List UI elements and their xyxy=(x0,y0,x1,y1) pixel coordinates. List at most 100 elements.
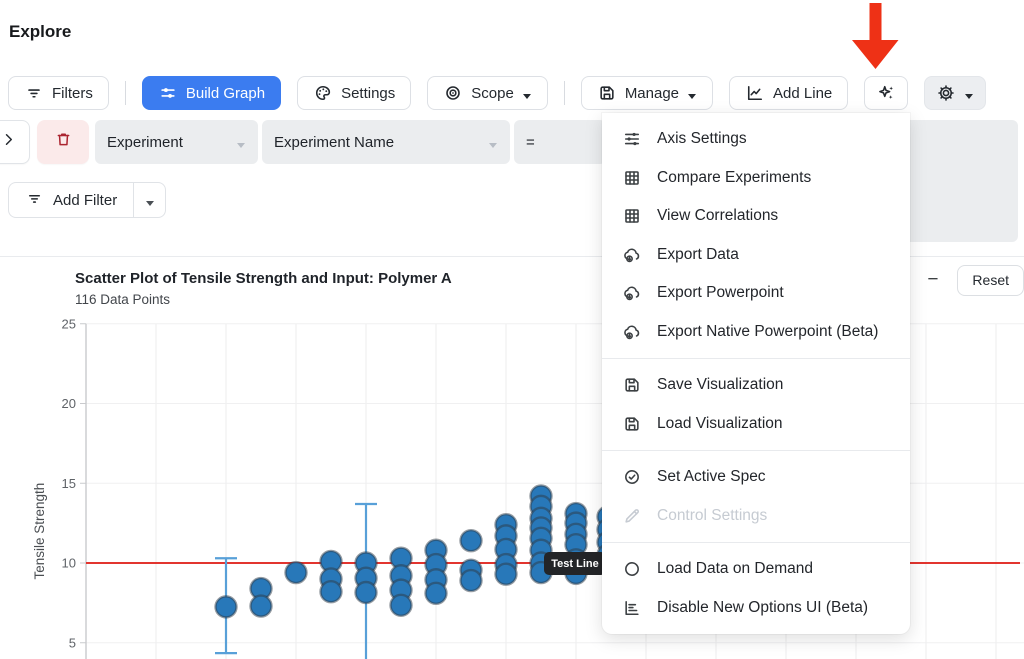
filter-icon xyxy=(24,83,44,103)
bars-left-icon xyxy=(622,598,642,618)
menu-item-compare-experiments[interactable]: Compare Experiments xyxy=(602,159,910,198)
toolbar: Filters Build Graph Settings Scope Manage Add… xyxy=(8,76,987,110)
add-filter-dropdown-button[interactable] xyxy=(133,182,167,218)
svg-text:Tensile Strength: Tensile Strength xyxy=(32,483,47,580)
sliders-icon xyxy=(158,83,178,103)
toolbar-divider xyxy=(563,81,565,105)
svg-text:Test Line: Test Line xyxy=(551,558,598,570)
chart-card-divider xyxy=(0,256,1024,257)
filter-field-1[interactable]: Experiment Name xyxy=(262,120,510,164)
settings-label: Settings xyxy=(341,84,396,102)
svg-text:15: 15 xyxy=(62,476,76,491)
toolbar-divider xyxy=(124,81,126,105)
filter-field-label: Experiment xyxy=(107,133,183,151)
caret-down-icon xyxy=(236,137,246,148)
palette-icon xyxy=(313,83,333,103)
trash-icon xyxy=(54,130,73,154)
reset-button[interactable]: Reset xyxy=(957,264,1024,296)
chart-title: Scatter Plot of Tensile Strength and Inp… xyxy=(75,270,452,287)
scope-icon xyxy=(443,83,463,103)
add-filter-label: Add Filter xyxy=(53,191,118,209)
chevron-right-icon xyxy=(0,130,18,154)
svg-text:10: 10 xyxy=(62,556,76,571)
scope-label: Scope xyxy=(471,84,514,102)
menu-item-export-powerpoint[interactable]: Export Powerpoint xyxy=(602,274,910,313)
menu-item-label: Set Active Spec xyxy=(657,468,766,486)
delete-filter-button[interactable] xyxy=(37,120,89,164)
grid-icon xyxy=(622,206,642,226)
sparkle-icon xyxy=(876,83,896,103)
caret-down-icon xyxy=(964,88,974,99)
floppy-icon xyxy=(597,83,617,103)
check-circle-icon xyxy=(622,467,642,487)
menu-item-label: Load Data on Demand xyxy=(657,560,813,578)
pencil-icon xyxy=(622,506,642,526)
cloud-download-icon xyxy=(622,283,642,303)
menu-item-export-data[interactable]: Export Data xyxy=(602,236,910,275)
chart-subtitle: 116 Data Points xyxy=(75,292,171,307)
adjustments-icon xyxy=(622,129,642,149)
menu-divider xyxy=(602,358,910,359)
manage-button[interactable]: Manage xyxy=(580,76,714,110)
filter-field-0[interactable]: Experiment xyxy=(95,120,258,164)
add-line-button[interactable]: Add Line xyxy=(729,76,849,110)
menu-item-control-settings: Control Settings xyxy=(602,497,910,536)
menu-item-set-active-spec[interactable]: Set Active Spec xyxy=(602,458,910,497)
menu-item-label: View Correlations xyxy=(657,207,779,225)
menu-item-export-native-powerpoint-beta[interactable]: Export Native Powerpoint (Beta) xyxy=(602,313,910,352)
menu-item-axis-settings[interactable]: Axis Settings xyxy=(602,120,910,159)
menu-item-load-visualization[interactable]: Load Visualization xyxy=(602,405,910,444)
expand-filter-button[interactable] xyxy=(0,120,30,164)
menu-item-label: Axis Settings xyxy=(657,130,747,148)
page-title: Explore xyxy=(9,22,72,41)
grid-icon xyxy=(622,168,642,188)
zoom-out-button[interactable]: − xyxy=(922,269,943,291)
filter-field-2[interactable]: = xyxy=(514,120,606,164)
add-filter-button[interactable]: Add Filter xyxy=(8,182,134,218)
graph-options-menu: Axis Settings Compare Experiments View Cor… xyxy=(602,113,910,634)
menu-item-label: Export Powerpoint xyxy=(657,284,784,302)
menu-item-label: Load Visualization xyxy=(657,414,783,432)
build-graph-button[interactable]: Build Graph xyxy=(141,76,282,110)
filter-field-label: = xyxy=(526,133,535,151)
filter-field-label: Experiment Name xyxy=(274,133,395,151)
settings-button[interactable]: Settings xyxy=(297,76,412,110)
menu-item-label: Control Settings xyxy=(657,506,768,524)
gear-icon xyxy=(936,83,956,103)
cloud-download-icon xyxy=(622,322,642,342)
filters-label: Filters xyxy=(52,84,93,102)
circle-icon xyxy=(622,559,642,579)
svg-text:20: 20 xyxy=(62,396,76,411)
add-filter-split-button: Add Filter xyxy=(8,182,167,218)
floppy-icon xyxy=(622,375,642,395)
manage-label: Manage xyxy=(624,84,680,102)
menu-item-label: Save Visualization xyxy=(657,376,784,394)
caret-down-icon xyxy=(522,88,532,99)
menu-divider xyxy=(602,450,910,451)
menu-item-disable-new-options-ui-beta[interactable]: Disable New Options UI (Beta) xyxy=(602,589,910,628)
menu-item-label: Export Native Powerpoint (Beta) xyxy=(657,322,879,340)
filter-icon xyxy=(25,189,44,212)
build-graph-label: Build Graph xyxy=(185,84,266,102)
filters-button[interactable]: Filters xyxy=(8,76,109,110)
add-line-label: Add Line xyxy=(773,84,833,102)
scope-button[interactable]: Scope xyxy=(427,76,548,110)
ai-sparkle-button[interactable] xyxy=(864,76,909,110)
chart-line-icon xyxy=(745,83,765,103)
menu-item-label: Export Data xyxy=(657,245,739,263)
floppy-icon xyxy=(622,414,642,434)
menu-item-load-data-on-demand[interactable]: Load Data on Demand xyxy=(602,550,910,589)
menu-item-save-visualization[interactable]: Save Visualization xyxy=(602,366,910,405)
caret-down-icon xyxy=(687,88,697,99)
annotation-arrow-icon xyxy=(852,3,899,69)
menu-item-view-correlations[interactable]: View Correlations xyxy=(602,197,910,236)
menu-divider xyxy=(602,542,910,543)
caret-down-icon xyxy=(145,195,155,206)
menu-item-label: Compare Experiments xyxy=(657,168,812,186)
cloud-download-icon xyxy=(622,245,642,265)
svg-text:5: 5 xyxy=(69,635,76,650)
graph-options-button[interactable] xyxy=(924,76,987,110)
svg-text:25: 25 xyxy=(62,316,76,331)
caret-down-icon xyxy=(488,137,498,148)
